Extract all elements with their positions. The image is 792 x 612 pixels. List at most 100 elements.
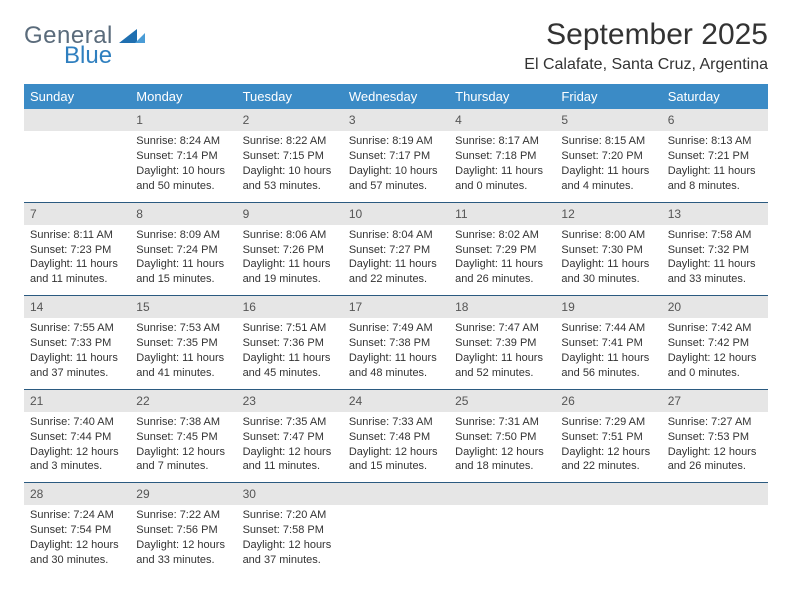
sunset-text: Sunset: 7:50 PM: [455, 430, 549, 445]
sunset-text: Sunset: 7:23 PM: [30, 243, 124, 258]
calendar-table: Sunday Monday Tuesday Wednesday Thursday…: [24, 84, 768, 576]
sunrise-text: Sunrise: 7:31 AM: [455, 415, 549, 430]
sunrise-text: Sunrise: 7:47 AM: [455, 321, 549, 336]
daylight-text-1: Daylight: 11 hours: [668, 257, 762, 272]
sunrise-text: Sunrise: 7:38 AM: [136, 415, 230, 430]
calendar-cell: 15Sunrise: 7:53 AMSunset: 7:35 PMDayligh…: [130, 296, 236, 390]
sunrise-text: Sunrise: 8:04 AM: [349, 228, 443, 243]
sunset-text: Sunset: 7:48 PM: [349, 430, 443, 445]
day-number: 10: [343, 203, 449, 225]
daylight-text-2: and 53 minutes.: [243, 179, 337, 194]
day-number: [449, 483, 555, 505]
sunrise-text: Sunrise: 7:35 AM: [243, 415, 337, 430]
sunset-text: Sunset: 7:45 PM: [136, 430, 230, 445]
daylight-text-1: Daylight: 10 hours: [243, 164, 337, 179]
col-wednesday: Wednesday: [343, 84, 449, 109]
sunrise-text: Sunrise: 8:13 AM: [668, 134, 762, 149]
sunrise-text: Sunrise: 8:17 AM: [455, 134, 549, 149]
calendar-cell: 5Sunrise: 8:15 AMSunset: 7:20 PMDaylight…: [555, 109, 661, 202]
daylight-text-1: Daylight: 10 hours: [349, 164, 443, 179]
sunset-text: Sunset: 7:47 PM: [243, 430, 337, 445]
col-thursday: Thursday: [449, 84, 555, 109]
daylight-text-1: Daylight: 11 hours: [561, 351, 655, 366]
sunset-text: Sunset: 7:17 PM: [349, 149, 443, 164]
calendar-cell: 14Sunrise: 7:55 AMSunset: 7:33 PMDayligh…: [24, 296, 130, 390]
daylight-text-1: Daylight: 11 hours: [455, 164, 549, 179]
page: General Blue September 2025 El Calafate,…: [0, 0, 792, 576]
daylight-text-2: and 7 minutes.: [136, 459, 230, 474]
col-monday: Monday: [130, 84, 236, 109]
daylight-text-2: and 22 minutes.: [561, 459, 655, 474]
day-number: 23: [237, 390, 343, 412]
sunset-text: Sunset: 7:36 PM: [243, 336, 337, 351]
daylight-text-2: and 22 minutes.: [349, 272, 443, 287]
daylight-text-1: Daylight: 11 hours: [136, 351, 230, 366]
daylight-text-1: Daylight: 11 hours: [561, 164, 655, 179]
calendar-cell: 11Sunrise: 8:02 AMSunset: 7:29 PMDayligh…: [449, 202, 555, 296]
sunrise-text: Sunrise: 8:06 AM: [243, 228, 337, 243]
day-number: 15: [130, 296, 236, 318]
daylight-text-2: and 57 minutes.: [349, 179, 443, 194]
calendar-cell: 20Sunrise: 7:42 AMSunset: 7:42 PMDayligh…: [662, 296, 768, 390]
day-number: 24: [343, 390, 449, 412]
sunset-text: Sunset: 7:44 PM: [30, 430, 124, 445]
calendar-cell: 30Sunrise: 7:20 AMSunset: 7:58 PMDayligh…: [237, 483, 343, 576]
daylight-text-2: and 18 minutes.: [455, 459, 549, 474]
calendar-cell: 3Sunrise: 8:19 AMSunset: 7:17 PMDaylight…: [343, 109, 449, 202]
day-number: 18: [449, 296, 555, 318]
daylight-text-1: Daylight: 12 hours: [668, 351, 762, 366]
day-body: [555, 505, 661, 567]
day-body: Sunrise: 8:17 AMSunset: 7:18 PMDaylight:…: [449, 131, 555, 201]
sunset-text: Sunset: 7:20 PM: [561, 149, 655, 164]
day-body: Sunrise: 8:22 AMSunset: 7:15 PMDaylight:…: [237, 131, 343, 201]
calendar-cell-empty: [555, 483, 661, 576]
daylight-text-1: Daylight: 12 hours: [30, 538, 124, 553]
logo-triangle2-icon: [135, 33, 145, 43]
day-number: 21: [24, 390, 130, 412]
sunrise-text: Sunrise: 7:33 AM: [349, 415, 443, 430]
daylight-text-1: Daylight: 11 hours: [30, 257, 124, 272]
daylight-text-2: and 15 minutes.: [136, 272, 230, 287]
daylight-text-2: and 26 minutes.: [455, 272, 549, 287]
daylight-text-1: Daylight: 11 hours: [668, 164, 762, 179]
daylight-text-2: and 30 minutes.: [561, 272, 655, 287]
sunset-text: Sunset: 7:14 PM: [136, 149, 230, 164]
calendar-cell-empty: [343, 483, 449, 576]
page-subtitle: El Calafate, Santa Cruz, Argentina: [524, 56, 768, 74]
sunset-text: Sunset: 7:58 PM: [243, 523, 337, 538]
day-number: 12: [555, 203, 661, 225]
calendar-cell: 10Sunrise: 8:04 AMSunset: 7:27 PMDayligh…: [343, 202, 449, 296]
sunset-text: Sunset: 7:41 PM: [561, 336, 655, 351]
daylight-text-1: Daylight: 11 hours: [136, 257, 230, 272]
daylight-text-1: Daylight: 11 hours: [455, 351, 549, 366]
day-number: 22: [130, 390, 236, 412]
logo: General Blue: [24, 18, 145, 68]
day-body: Sunrise: 7:27 AMSunset: 7:53 PMDaylight:…: [662, 412, 768, 482]
calendar-row: 14Sunrise: 7:55 AMSunset: 7:33 PMDayligh…: [24, 296, 768, 390]
day-body: Sunrise: 7:22 AMSunset: 7:56 PMDaylight:…: [130, 505, 236, 575]
calendar-cell: 26Sunrise: 7:29 AMSunset: 7:51 PMDayligh…: [555, 389, 661, 483]
daylight-text-2: and 11 minutes.: [30, 272, 124, 287]
daylight-text-2: and 3 minutes.: [30, 459, 124, 474]
calendar-cell: 28Sunrise: 7:24 AMSunset: 7:54 PMDayligh…: [24, 483, 130, 576]
calendar-cell: 4Sunrise: 8:17 AMSunset: 7:18 PMDaylight…: [449, 109, 555, 202]
daylight-text-2: and 48 minutes.: [349, 366, 443, 381]
col-sunday: Sunday: [24, 84, 130, 109]
day-body: Sunrise: 7:33 AMSunset: 7:48 PMDaylight:…: [343, 412, 449, 482]
sunset-text: Sunset: 7:26 PM: [243, 243, 337, 258]
sunrise-text: Sunrise: 7:29 AM: [561, 415, 655, 430]
daylight-text-1: Daylight: 11 hours: [349, 351, 443, 366]
calendar-cell: 29Sunrise: 7:22 AMSunset: 7:56 PMDayligh…: [130, 483, 236, 576]
day-number: 19: [555, 296, 661, 318]
calendar-cell: 25Sunrise: 7:31 AMSunset: 7:50 PMDayligh…: [449, 389, 555, 483]
title-block: September 2025 El Calafate, Santa Cruz, …: [524, 18, 768, 74]
daylight-text-2: and 0 minutes.: [455, 179, 549, 194]
daylight-text-2: and 26 minutes.: [668, 459, 762, 474]
sunrise-text: Sunrise: 8:22 AM: [243, 134, 337, 149]
sunrise-text: Sunrise: 7:51 AM: [243, 321, 337, 336]
header: General Blue September 2025 El Calafate,…: [24, 18, 768, 74]
daylight-text-2: and 30 minutes.: [30, 553, 124, 568]
day-body: Sunrise: 7:29 AMSunset: 7:51 PMDaylight:…: [555, 412, 661, 482]
sunrise-text: Sunrise: 8:15 AM: [561, 134, 655, 149]
calendar-cell: 1Sunrise: 8:24 AMSunset: 7:14 PMDaylight…: [130, 109, 236, 202]
